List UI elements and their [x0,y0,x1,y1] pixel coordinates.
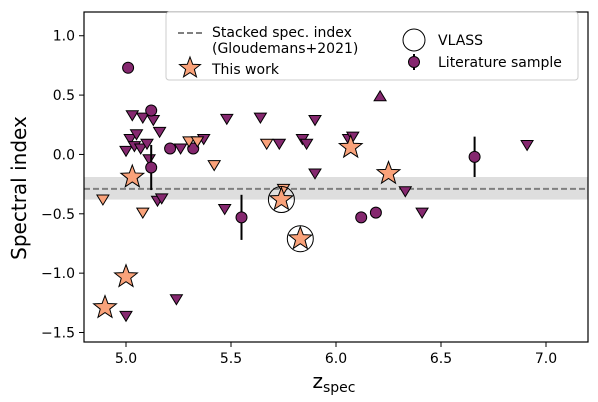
literature-upper-limit [520,139,534,152]
literature-point [164,142,177,155]
literature-point [122,61,135,74]
legend-star-marker [178,55,202,79]
this-work-point [337,133,364,159]
legend-literature-label: Literature sample [438,55,562,71]
literature-upper-limit [129,129,144,141]
x-axis-label-subscript: spec [323,380,356,396]
literature-point [468,150,481,163]
x-tick-label: 5.5 [220,351,242,367]
literature-upper-limit [133,143,148,155]
this-work-point [287,225,314,250]
literature-upper-limit [253,112,268,125]
literature-upper-limit [140,138,154,151]
y-tick-label: −0.5 [41,207,75,223]
literature-point [355,211,368,224]
legend-stacked-label-line2: (Gloudemans+2021) [212,41,358,57]
literature-point [145,104,158,117]
literature-upper-limit [415,207,429,219]
x-tick-label: 5.0 [115,351,137,367]
this-work-upper-limit [259,138,274,151]
literature-upper-limit [146,115,161,127]
this-work-point [119,163,146,188]
legend-literature-marker [408,56,420,68]
legend-vlass-label: VLASS [438,33,483,49]
literature-upper-limit [217,204,232,216]
literature-upper-limit [135,112,150,125]
legend-vlass-marker [402,28,426,52]
y-tick-label: 0.0 [53,147,75,163]
literature-upper-limit [308,168,322,180]
literature-upper-limit [123,134,138,146]
this-work-point [268,186,295,211]
x-axis-label-main: z [313,369,324,393]
x-tick-label: 6.0 [325,351,347,367]
x-axis-label: zspec [313,369,356,396]
y-axis-label: Spectral index [7,116,31,260]
legend-stacked-label-line1: Stacked spec. index [212,25,352,41]
literature-upper-limit [152,126,167,139]
literature-upper-limit [299,138,314,151]
literature-upper-limit [398,186,413,198]
literature-point [187,142,200,155]
this-work-upper-limit [96,194,110,206]
plot-area [84,177,588,200]
literature-upper-limit [272,138,287,151]
literature-upper-limit [154,193,169,205]
legend-box [165,11,579,81]
literature-upper-limit [119,145,133,158]
legend: Stacked spec. index (Gloudemans+2021) Th… [165,11,579,81]
this-work-point [92,294,118,319]
literature-upper-limit [173,143,188,155]
literature-point [369,206,382,219]
axis-ticks: 5.0 5.5 6.0 6.5 7.0 1.0 0.5 0.0 −0.5 −1.0 −1.5 [41,29,557,367]
y-tick-label: −1.0 [41,266,75,282]
this-work-point [113,263,139,288]
legend-this-work-label: This work [211,62,280,78]
y-tick-label: 1.0 [53,29,75,45]
literature-upper-limit [125,110,140,122]
literature-upper-limit [219,113,234,126]
this-work-upper-limit [182,136,196,148]
literature-upper-limit [308,115,322,127]
literature-point [235,211,248,224]
y-tick-label: −1.5 [41,326,75,342]
this-work-upper-limit [190,136,205,148]
literature-upper-limit [169,294,184,306]
x-tick-label: 6.5 [430,351,452,367]
data-marks [92,61,534,323]
y-tick-label: 0.5 [53,88,75,104]
literature-lower-limit [373,89,387,102]
this-work-upper-limit [207,160,222,172]
this-work-point [375,159,402,185]
literature-upper-limit [119,310,133,323]
this-work-upper-limit [135,207,150,219]
x-tick-label: 7.0 [535,351,557,367]
literature-point [145,161,158,174]
